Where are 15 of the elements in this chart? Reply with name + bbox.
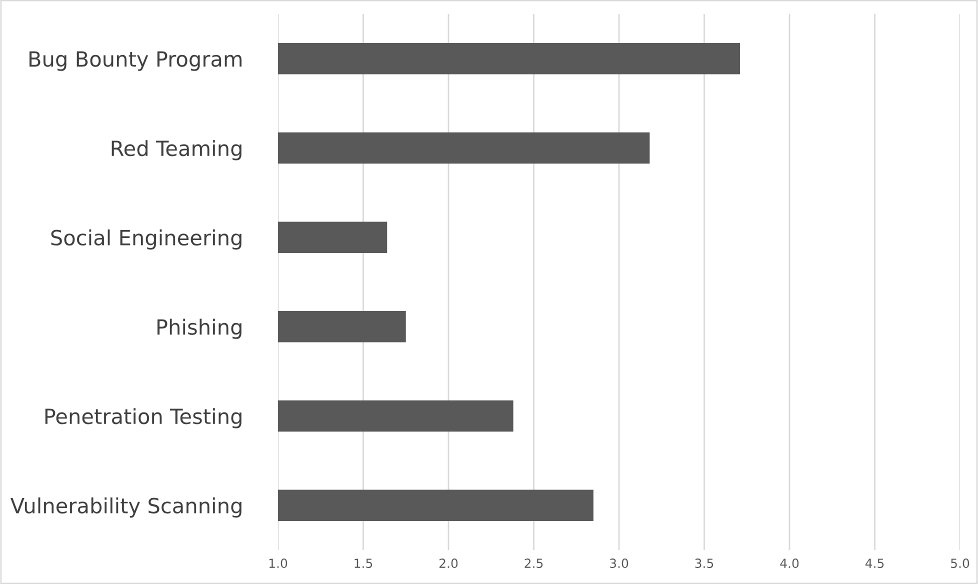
y-tick-label: Penetration Testing [45,408,242,428]
y-tick-label: Social Engineering [51,229,242,250]
y-tick-label: Phishing [157,318,242,339]
y-tick-label: Vulnerability Scanning [10,497,242,518]
x-tick-label: 2.0 [439,558,458,568]
x-tick-label: 2.5 [524,558,543,568]
x-tick-label: 3.5 [695,558,714,568]
y-tick-label: Bug Bounty Program [30,51,242,71]
y-tick-label: Red Teaming [112,140,242,160]
x-tick-label: 1.5 [354,558,372,568]
x-tick-label: 4.5 [865,558,884,568]
x-tick-label: 1.0 [269,558,288,568]
x-tick-label: 4.0 [780,558,799,568]
x-tick-label: 3.0 [610,558,628,568]
x-tick-label: 5.0 [951,558,970,568]
